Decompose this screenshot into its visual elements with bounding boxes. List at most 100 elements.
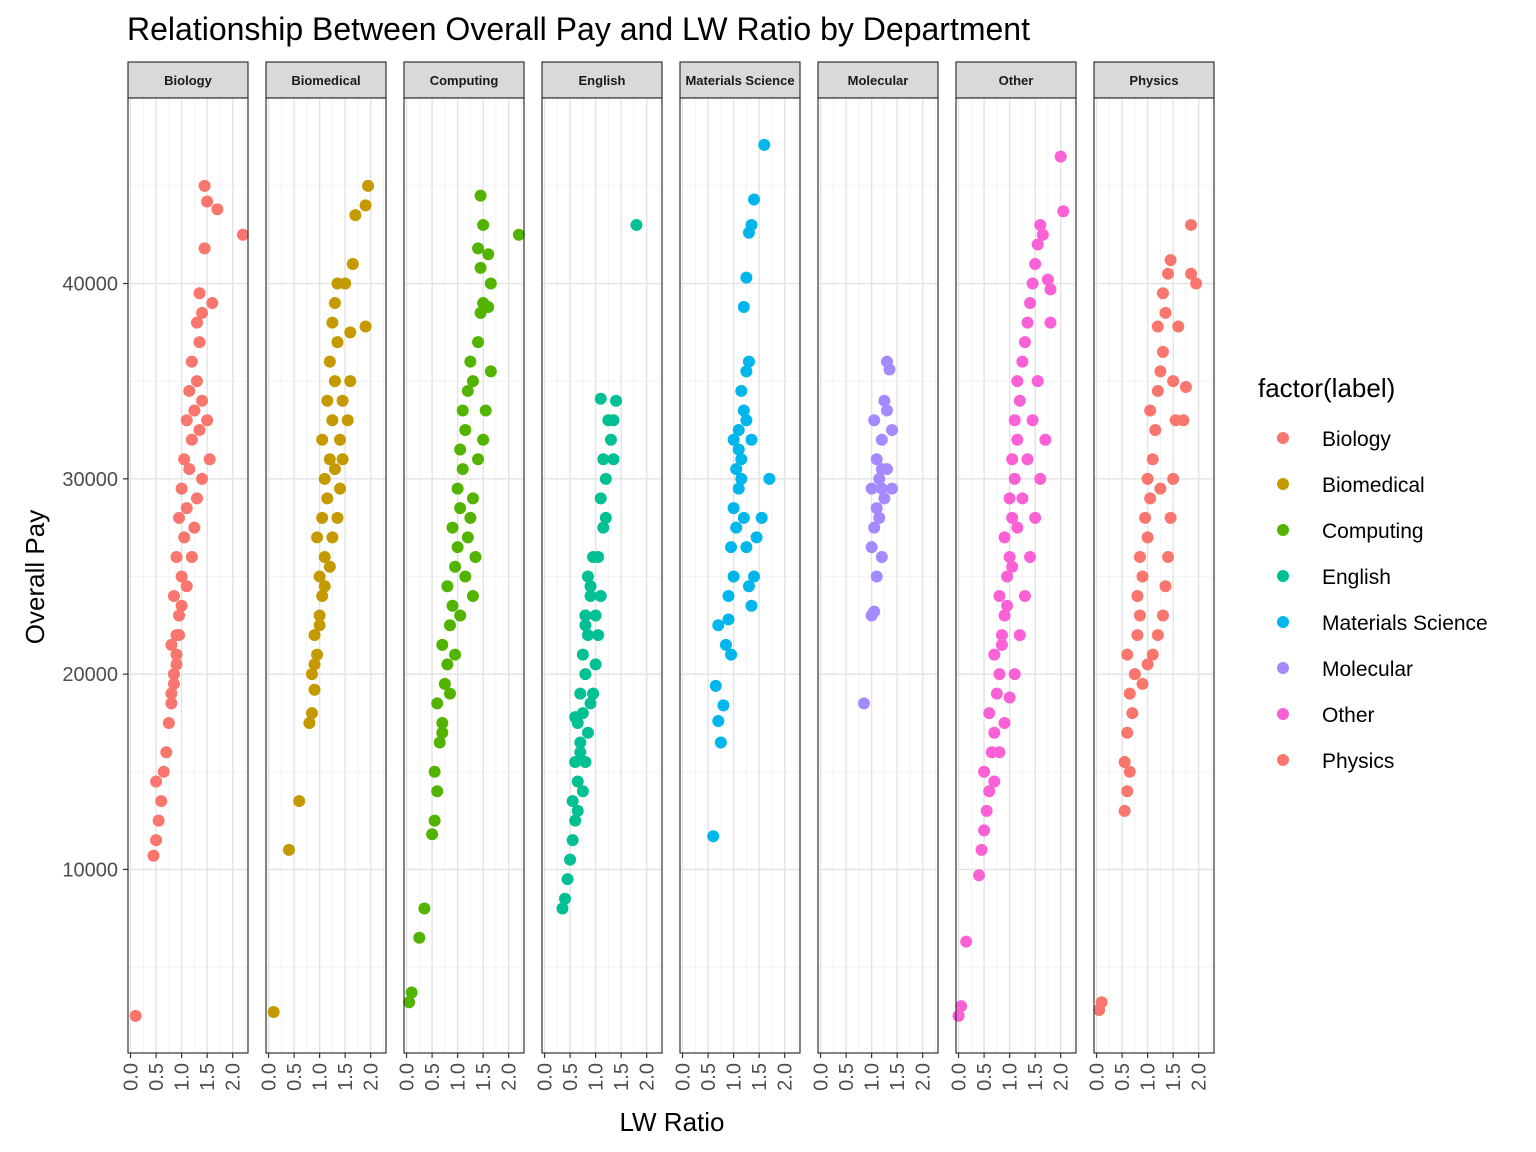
data-point (267, 1005, 280, 1018)
data-point (180, 414, 193, 427)
data-point (875, 463, 888, 476)
data-point (436, 638, 449, 651)
data-point (1034, 218, 1047, 231)
legend-label: Other (1322, 704, 1375, 727)
x-tick-label: 2.0 (223, 1063, 245, 1091)
facet-strip-label: English (579, 73, 626, 88)
data-point (206, 297, 219, 310)
x-tick-label: 2.0 (1051, 1063, 1073, 1091)
data-point (732, 424, 745, 437)
x-tick-label: 0.0 (949, 1063, 971, 1091)
legend-key (1277, 616, 1289, 628)
data-point (293, 795, 306, 808)
data-point (449, 560, 462, 573)
data-point (466, 375, 479, 388)
data-point (717, 699, 730, 712)
data-point (1029, 258, 1042, 271)
panel-background (1094, 98, 1214, 1053)
data-point (742, 580, 755, 593)
data-point (165, 638, 178, 651)
data-point (196, 306, 209, 319)
data-point (597, 521, 610, 534)
data-point (477, 218, 490, 231)
data-point (558, 892, 571, 905)
data-point (328, 375, 341, 388)
legend-label: Computing (1322, 520, 1424, 543)
data-point (1151, 320, 1164, 333)
x-tick-label: 1.0 (172, 1063, 194, 1091)
data-point (1118, 756, 1131, 769)
data-point (1001, 599, 1014, 612)
x-tick-label: 1.0 (724, 1063, 746, 1091)
data-point (737, 300, 750, 313)
data-point (576, 648, 589, 661)
data-point (167, 668, 180, 681)
data-point (584, 697, 597, 710)
data-point (160, 746, 173, 759)
data-point (441, 580, 454, 593)
legend-key (1277, 478, 1289, 490)
data-point (574, 746, 587, 759)
data-point (737, 404, 750, 417)
x-tick-label: 2.0 (637, 1063, 659, 1091)
data-point (1172, 320, 1185, 333)
data-point (1006, 453, 1019, 466)
facet-strip-label: Biology (164, 73, 212, 88)
data-point (875, 433, 888, 446)
facet-strip-label: Computing (430, 73, 499, 88)
x-tick-label: 1.5 (887, 1063, 909, 1091)
data-point (1036, 228, 1049, 241)
data-point (451, 541, 464, 554)
data-point (1154, 482, 1167, 495)
data-point (1021, 316, 1034, 329)
data-point (1167, 375, 1180, 388)
data-point (709, 679, 722, 692)
data-point (599, 511, 612, 524)
data-point (1018, 590, 1031, 603)
data-point (323, 355, 336, 368)
data-point (576, 785, 589, 798)
data-point (722, 613, 735, 626)
data-point (188, 404, 201, 417)
data-point (334, 433, 347, 446)
data-point (211, 203, 224, 216)
data-point (339, 277, 352, 290)
data-point (1018, 336, 1031, 349)
data-point (456, 463, 469, 476)
data-point (1011, 433, 1024, 446)
x-tick-label: 0.5 (146, 1063, 168, 1091)
data-point (1121, 726, 1134, 739)
data-point (880, 404, 893, 417)
data-point (993, 746, 1006, 759)
data-point (313, 609, 326, 622)
data-point (561, 873, 574, 886)
facet-strip-label: Biomedical (291, 73, 360, 88)
data-point (466, 590, 479, 603)
facet-strip-label: Physics (1129, 73, 1178, 88)
data-point (727, 570, 740, 583)
legend-label: English (1322, 566, 1391, 589)
panel-border (679, 97, 801, 1054)
data-point (331, 336, 344, 349)
data-point (129, 1009, 142, 1022)
legend-key (1277, 662, 1289, 674)
legend-key (1277, 524, 1289, 536)
data-point (201, 414, 214, 427)
data-point (1003, 550, 1016, 563)
facet-panel: Computing 0.0 0.5 1.0 1.5 2.0 (397, 61, 525, 1091)
data-point (597, 453, 610, 466)
data-point (1164, 511, 1177, 524)
x-tick-label: 1.5 (335, 1063, 357, 1091)
data-point (630, 218, 643, 231)
data-point (175, 482, 188, 495)
data-point (405, 986, 418, 999)
data-point (1024, 550, 1037, 563)
data-point (740, 271, 753, 284)
data-point (584, 580, 597, 593)
data-point (1144, 404, 1157, 417)
facet-panel: Other 0.0 0.5 1.0 1.5 2.0 (949, 61, 1077, 1091)
data-point (750, 531, 763, 544)
data-point (1013, 629, 1026, 642)
data-point (748, 570, 761, 583)
data-point (875, 550, 888, 563)
